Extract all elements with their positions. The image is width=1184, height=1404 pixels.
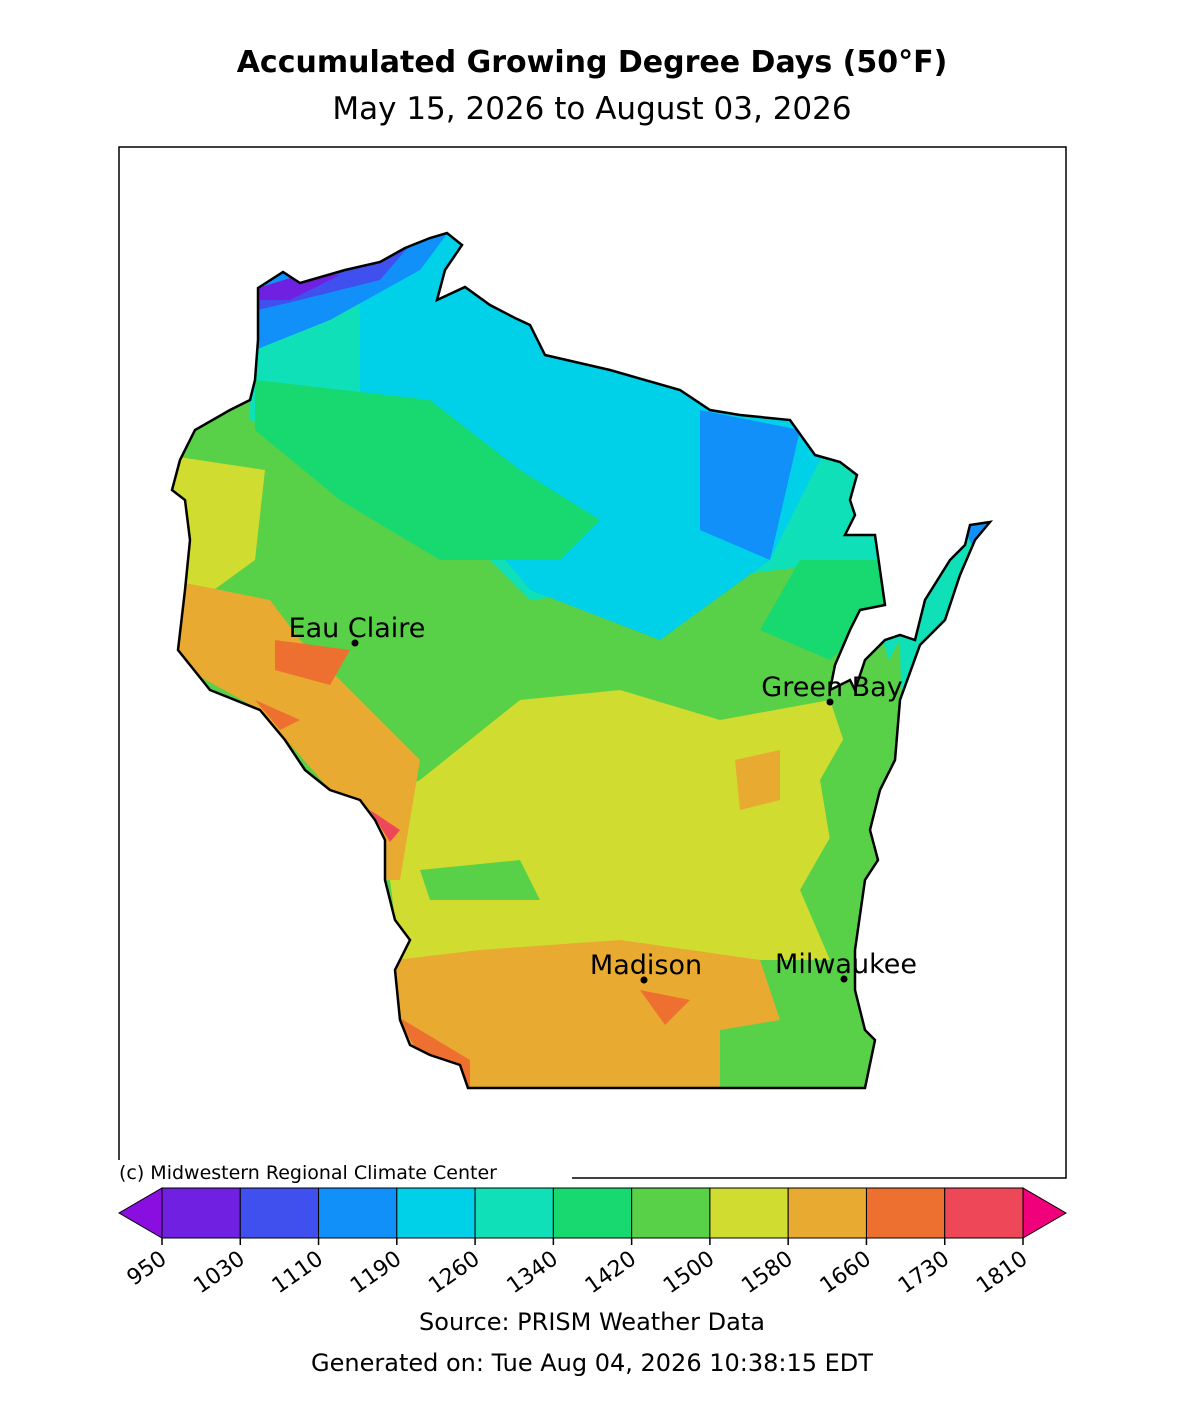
region (172, 455, 265, 600)
colorbar-under (118, 1187, 163, 1239)
colorbar-tick-label: 1580 (737, 1246, 797, 1299)
colorbar-bin (787, 1187, 867, 1239)
colorbar: 950 1030 1110 1190 1260 1340 1420 1500 1580 1660 1… (118, 1187, 1067, 1299)
title: Accumulated Growing Degree Days (50°F) (237, 45, 948, 80)
colorbar-tick-label: 1110 (268, 1246, 328, 1299)
colorbar-tick-label: 1730 (894, 1246, 954, 1299)
credit-bg (116, 1160, 572, 1184)
colorbar-tick-label: 950 (123, 1246, 172, 1291)
source: Source: PRISM Weather Data (419, 1308, 765, 1336)
colorbar-bin (474, 1187, 554, 1239)
region (370, 810, 400, 842)
city-label: Eau Claire (289, 613, 426, 644)
credit: (c) Midwestern Regional Climate Center (119, 1162, 497, 1184)
colorbar-tick-label: 1190 (346, 1246, 406, 1299)
colorbar-bin (944, 1187, 1024, 1239)
colorbar-tick-label: 1340 (503, 1246, 563, 1299)
region (255, 380, 600, 560)
city-dot (826, 698, 834, 706)
colorbar-bin (631, 1187, 711, 1239)
colorbar-bin (318, 1187, 398, 1239)
region (800, 1040, 880, 1088)
region (700, 410, 800, 560)
colorbar-bin (161, 1187, 241, 1239)
city-label: Green Bay (761, 672, 902, 703)
colorbar-bin (239, 1187, 320, 1239)
city-dot (840, 975, 848, 983)
subtitle: May 15, 2026 to August 03, 2026 (332, 91, 851, 127)
colorbar-tick-label: 1260 (424, 1246, 484, 1299)
region (258, 275, 340, 300)
colorbar-tick-label: 1500 (659, 1246, 719, 1299)
map-frame (118, 146, 1067, 1179)
generated: Generated on: Tue Aug 04, 2026 10:38:15 … (311, 1349, 873, 1377)
region (255, 700, 300, 730)
colorbar-bin (865, 1187, 946, 1239)
colorbar-over (1022, 1187, 1067, 1239)
region (255, 233, 450, 350)
colorbar-tick-label: 1030 (190, 1246, 250, 1299)
colorbar-bin (552, 1187, 633, 1239)
colorbar-bin (396, 1187, 476, 1239)
city-dot (351, 639, 359, 647)
region (735, 750, 780, 810)
city-dot (640, 976, 648, 984)
region (395, 940, 780, 1088)
cities: Eau Claire Green Bay Madison Milwaukee (289, 613, 917, 984)
colorbar-tick-label: 1660 (816, 1246, 876, 1299)
colorbar-tick-label: 1810 (972, 1246, 1032, 1299)
colorbar-tick-label: 1420 (581, 1246, 641, 1299)
region (640, 990, 690, 1025)
city-label: Madison (590, 950, 702, 981)
region (420, 860, 540, 900)
city-label: Milwaukee (775, 949, 917, 980)
region (275, 640, 350, 685)
colorbar-bin (709, 1187, 789, 1239)
